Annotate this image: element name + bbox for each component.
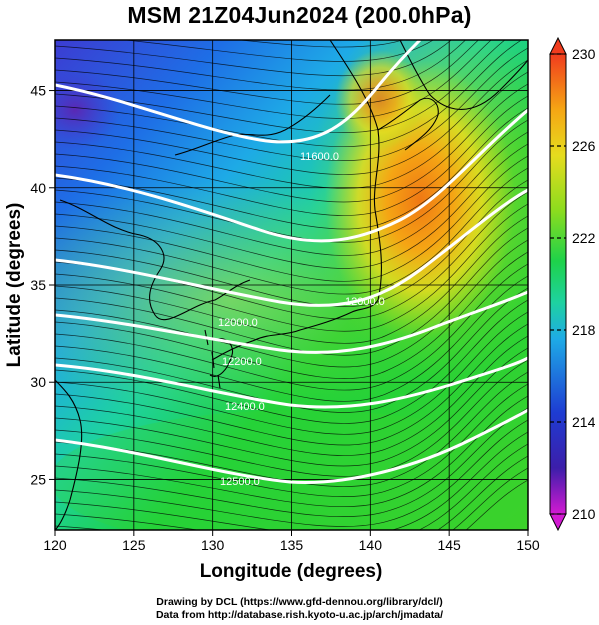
streamline: [55, 95, 528, 216]
streamline: [55, 383, 528, 498]
streamline: [55, 40, 492, 119]
streamline: [55, 40, 452, 77]
streamline: [121, 40, 434, 62]
y-tick-label: 40: [30, 180, 46, 196]
colorbar-scale: [549, 53, 567, 515]
streamline: [55, 443, 528, 530]
streamline: [55, 215, 528, 344]
streamline: [55, 407, 528, 517]
y-tick-label: 30: [30, 374, 46, 390]
streamline: [452, 467, 528, 530]
streamline: [55, 323, 528, 446]
streamline: [55, 131, 528, 256]
contour-label: 12000.0: [218, 317, 258, 329]
x-tick-label: 145: [437, 537, 461, 553]
contour-label: 12200.0: [222, 356, 262, 368]
y-tick-label: 25: [30, 471, 46, 487]
streamline: [55, 40, 523, 148]
contour-label: 11600.0: [300, 151, 339, 163]
contour-labels: 11600.0 12000.0 12000.0 12200.0 12400.0 …: [218, 151, 385, 488]
streamline: [55, 311, 528, 435]
streamline: [55, 287, 528, 413]
x-tick-label: 150: [516, 537, 540, 553]
colorbar-max-arrow: [549, 36, 567, 55]
colorbar-tick-label: 218: [572, 322, 596, 338]
streamline: [55, 119, 528, 243]
colorbar-tick-labels: 230 226 222 218 214 210: [572, 46, 596, 522]
streamline: [55, 143, 528, 269]
streamline: [55, 71, 528, 189]
streamline: [55, 371, 528, 487]
streamline: [55, 155, 528, 282]
contour-label: 12000.0: [345, 296, 385, 308]
colorbar-tick-label: 226: [572, 138, 596, 154]
axis-ticks: [49, 90, 529, 536]
map-plot: 11600.0 12000.0 12000.0 12200.0 12400.0 …: [4, 0, 596, 582]
streamline: [55, 455, 528, 530]
lat-lon-grid: [55, 40, 528, 530]
colorbar-tick-label: 222: [572, 230, 596, 246]
y-axis-tick-labels: 25 30 35 40 45: [30, 83, 46, 488]
streamline: [55, 179, 528, 307]
streamline: [55, 40, 506, 133]
streamline: [55, 275, 528, 402]
colorbar: 230 226 222 218 214 210: [549, 36, 596, 532]
contour-label: 12500.0: [220, 476, 260, 488]
coastlines: [55, 40, 528, 530]
x-tick-label: 125: [122, 537, 146, 553]
x-tick-label: 130: [201, 537, 225, 553]
streamline: [55, 263, 528, 391]
contour-label: 12400.0: [225, 401, 265, 413]
streamline: [465, 479, 528, 530]
height-contours: [55, 40, 528, 484]
streamline: [55, 419, 528, 527]
streamline: [55, 59, 528, 175]
streamline: [55, 299, 528, 424]
streamline: [55, 431, 528, 530]
streamline: [55, 47, 528, 162]
streamline: [55, 40, 467, 91]
colorbar-min-arrow: [549, 513, 567, 532]
y-tick-label: 45: [30, 83, 46, 99]
chart-title: MSM 21Z04Jun2024 (200.0hPa): [127, 2, 472, 28]
x-tick-label: 120: [43, 537, 67, 553]
colorbar-tick-label: 230: [572, 46, 596, 62]
streamline: [55, 347, 528, 467]
x-tick-label: 140: [359, 537, 383, 553]
streamline: [55, 239, 528, 368]
streamline: [55, 0, 528, 33]
credit-drawing: Drawing by DCL (https://www.gfd-dennou.o…: [156, 596, 443, 608]
colorbar-tick-label: 214: [572, 414, 596, 430]
streamline: [55, 203, 528, 332]
credit-data: Data from http://database.rish.kyoto-u.a…: [155, 609, 444, 621]
x-axis-tick-labels: 120 125 130 135 140 145 150: [43, 537, 540, 553]
x-axis-label: Longitude (degrees): [200, 561, 383, 582]
streamline: [55, 83, 528, 203]
streamline: [55, 167, 528, 295]
streamline: [55, 227, 528, 356]
streamline: [55, 251, 528, 379]
streamline: [236, 40, 404, 48]
y-axis-label: Latitude (degrees): [4, 203, 25, 368]
streamline: [55, 107, 528, 230]
x-tick-label: 135: [280, 537, 304, 553]
colorbar-tick-label: 210: [572, 506, 596, 522]
y-tick-label: 35: [30, 277, 46, 293]
